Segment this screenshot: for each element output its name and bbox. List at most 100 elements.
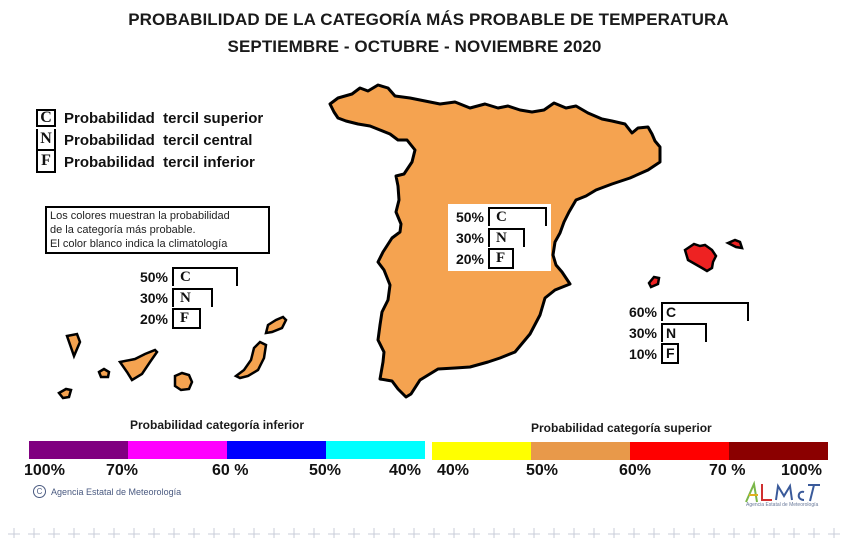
grid-cross: [228, 528, 240, 538]
copyright-icon: C: [33, 485, 46, 498]
aemet-logo-icon: [745, 480, 820, 503]
grid-cross: [268, 528, 280, 538]
scale-segment: [630, 442, 729, 460]
scale-superior-label: 40%: [437, 462, 470, 479]
grid-cross: [708, 528, 720, 538]
probability-bar-n: N: [661, 323, 707, 342]
grid-cross: [628, 528, 640, 538]
grid-cross: [148, 528, 160, 538]
grid-cross: [108, 528, 120, 538]
probability-bar-f: F: [172, 308, 201, 329]
ibiza-region[interactable]: [647, 275, 661, 289]
map-title: PROBABILIDAD DE LA CATEGORÍA MÁS PROBABL…: [128, 10, 729, 29]
note-line: Los colores muestran la probabilidad: [50, 210, 230, 222]
scale-segment: [227, 441, 326, 459]
probability-bar-c: C: [172, 267, 238, 286]
grid-cross: [288, 528, 300, 538]
grid-cross: [48, 528, 60, 538]
probability-bar-c: C: [661, 302, 749, 321]
grid-cross: [768, 528, 780, 538]
bar-row-f: 20% F: [132, 308, 238, 329]
scale-segment: [729, 442, 828, 460]
bar-percent-label: 30%: [628, 324, 657, 341]
peninsula-probability-bars: 50% C 30% N 20% F: [448, 204, 551, 271]
grid-cross: [128, 528, 140, 538]
scale-superior-label: 50%: [526, 462, 559, 479]
grid-cross: [468, 528, 480, 538]
scale-inferior-label: 40%: [389, 462, 422, 479]
grid-crosses: [8, 528, 840, 538]
grid-cross: [248, 528, 260, 538]
probability-bar-n: N: [172, 288, 213, 307]
la-palma-region[interactable]: [65, 332, 82, 360]
scale-inferior-label: 50%: [309, 462, 342, 479]
canarias-probability-bars: 50% C 30% N 20% F: [132, 266, 238, 329]
grid-cross: [748, 528, 760, 538]
la-gomera-region[interactable]: [97, 367, 111, 379]
tercil-legend-item: N Probabilidad tercil central: [36, 129, 263, 151]
probability-bar-n: N: [488, 228, 525, 247]
logo-subtext: Agencia Estatal de Meteorología: [746, 502, 819, 508]
grid-cross: [8, 528, 20, 538]
note-box: Los colores muestran la probabilidad de …: [45, 206, 270, 254]
grid-cross: [728, 528, 740, 538]
bar-percent-label: 30%: [139, 289, 168, 306]
bar-row-c: 50% C: [448, 206, 547, 227]
scale-segment: [29, 441, 128, 459]
grid-cross: [448, 528, 460, 538]
probability-bar-f: F: [488, 248, 514, 269]
grid-cross: [188, 528, 200, 538]
fuerteventura-region[interactable]: [233, 340, 268, 380]
scale-inferior-label: 70%: [106, 462, 139, 479]
bar-row-f: 10% F: [621, 343, 749, 364]
grid-cross: [508, 528, 520, 538]
scale-segment: [531, 442, 630, 460]
el-hierro-region[interactable]: [57, 387, 73, 400]
grid-cross: [88, 528, 100, 538]
bar-percent-label: 30%: [455, 229, 484, 246]
grid-cross: [828, 528, 840, 538]
tercil-legend-item: C Probabilidad tercil superior: [36, 107, 263, 129]
note-line: El color blanco indica la climatología: [50, 238, 228, 250]
grid-cross: [688, 528, 700, 538]
scale-superior-colorbar: [432, 442, 828, 460]
bar-percent-label: 20%: [139, 310, 168, 327]
tercil-code-box: F: [36, 151, 56, 173]
tercil-legend: C Probabilidad tercil superior N Probabi…: [36, 107, 263, 173]
scale-superior-label: 60%: [619, 462, 652, 479]
lanzarote-region[interactable]: [264, 315, 288, 335]
bar-row-c: 60% C: [621, 301, 749, 322]
probability-bar-f: F: [661, 343, 679, 364]
bar-percent-label: 20%: [455, 250, 484, 267]
grid-cross: [668, 528, 680, 538]
bar-row-f: 20% F: [448, 248, 547, 269]
grid-cross: [808, 528, 820, 538]
tercil-label: Probabilidad tercil central: [64, 131, 253, 149]
grid-cross: [588, 528, 600, 538]
mallorca-region[interactable]: [683, 242, 718, 273]
bar-row-c: 50% C: [132, 266, 238, 287]
bar-percent-label: 50%: [139, 268, 168, 285]
grid-cross: [428, 528, 440, 538]
grid-cross: [788, 528, 800, 538]
tenerife-region[interactable]: [117, 348, 159, 382]
note-line: de la categoría más probable.: [50, 224, 196, 236]
tercil-code-box: N: [36, 129, 56, 151]
scale-inferior-colorbar: [29, 441, 425, 459]
scale-segment: [432, 442, 531, 460]
grid-cross: [368, 528, 380, 538]
scale-superior-title: Probabilidad categoría superior: [531, 421, 712, 435]
map-subtitle: SEPTIEMBRE - OCTUBRE - NOVIEMBRE 2020: [227, 37, 602, 56]
grid-cross: [488, 528, 500, 538]
grid-cross: [328, 528, 340, 538]
tercil-legend-item: F Probabilidad tercil inferior: [36, 151, 263, 173]
grid-cross: [648, 528, 660, 538]
credit-text: Agencia Estatal de Meteorología: [51, 486, 182, 497]
menorca-region[interactable]: [725, 238, 744, 250]
grid-cross: [168, 528, 180, 538]
grid-cross: [308, 528, 320, 538]
gran-canaria-region[interactable]: [173, 371, 194, 392]
bar-row-n: 30% N: [448, 227, 547, 248]
baleares-probability-bars: 60% C 30% N 10% F: [621, 301, 749, 364]
bar-percent-label: 60%: [628, 303, 657, 320]
